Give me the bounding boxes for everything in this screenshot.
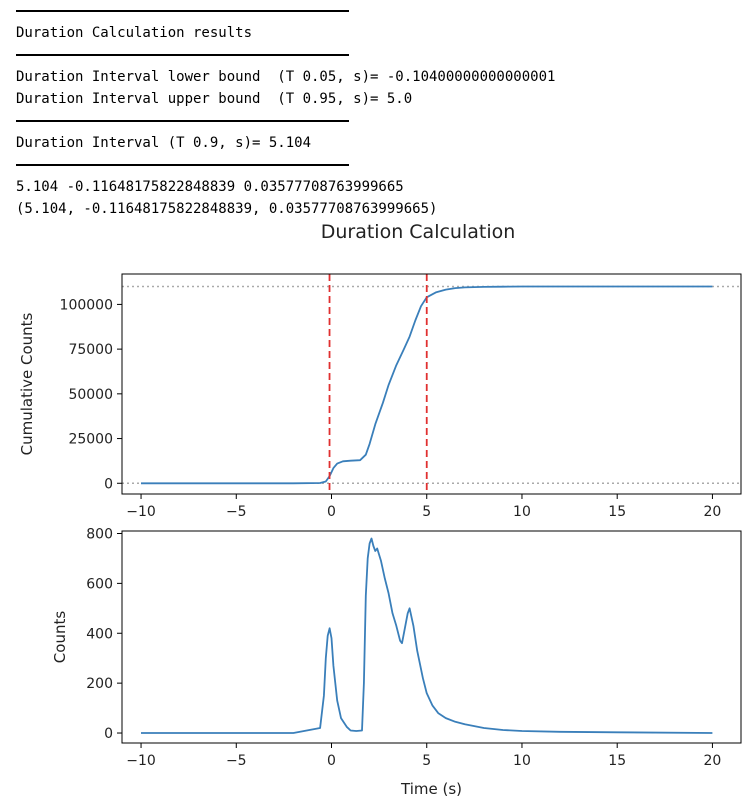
axes-frame <box>121 273 742 495</box>
x-tick-label: 20 <box>704 504 722 520</box>
console-separator <box>16 0 555 22</box>
x-tick-label: −10 <box>126 753 156 769</box>
console-output: Duration Calculation results Duration Int… <box>16 0 555 220</box>
console-line: Duration Interval lower bound (T 0.05, s… <box>16 69 556 85</box>
console-line: 5.104 -0.11648175822848839 0.03577708763… <box>16 179 404 195</box>
x-tick-label: 15 <box>608 504 626 520</box>
y-axis-label: Counts <box>51 611 69 664</box>
y-tick-label: 800 <box>86 526 113 542</box>
x-tick-label: 10 <box>513 753 531 769</box>
cumulative-counts-axes: −10 −5 0 5 10 15 20 0 25000 50000 75000 100000 Cumul… <box>18 273 742 520</box>
y-axis-label: Cumulative Counts <box>18 312 36 455</box>
y-tick-label: 200 <box>86 676 113 692</box>
x-tick-label: 20 <box>704 753 722 769</box>
console-separator <box>16 110 555 132</box>
console-separator <box>16 44 555 66</box>
x-tick-label: 10 <box>513 504 531 520</box>
y-tick-label: 0 <box>104 726 113 742</box>
series-line <box>141 285 713 485</box>
series-line <box>141 537 713 734</box>
x-tick-label: −5 <box>226 504 247 520</box>
y-tick-label: 0 <box>104 476 113 492</box>
x-tick-label: −10 <box>126 504 156 520</box>
axes-frame <box>121 530 742 744</box>
x-axis-label: Time (s) <box>400 780 462 798</box>
x-tick-label: −5 <box>226 753 247 769</box>
y-tick-label: 400 <box>86 626 113 642</box>
console-line: Duration Interval upper bound (T 0.95, s… <box>16 91 413 107</box>
x-tick-label: 5 <box>422 753 431 769</box>
y-tick-label: 100000 <box>60 297 113 313</box>
console-line: (5.104, -0.11648175822848839, 0.03577708… <box>16 201 438 217</box>
x-tick-label: 0 <box>327 504 336 520</box>
x-tick-label: 5 <box>422 504 431 520</box>
y-tick-label: 25000 <box>68 432 113 448</box>
y-tick-label: 75000 <box>68 342 113 358</box>
x-tick-label: 15 <box>608 753 626 769</box>
y-tick-label: 50000 <box>68 387 113 403</box>
y-tick-label: 600 <box>86 576 113 592</box>
console-line: Duration Interval (T 0.9, s)= 5.104 <box>16 135 312 151</box>
console-separator <box>16 154 555 176</box>
x-tick-label: 0 <box>327 753 336 769</box>
figure-title: Duration Calculation <box>321 221 516 243</box>
console-line: Duration Calculation results <box>16 25 253 41</box>
